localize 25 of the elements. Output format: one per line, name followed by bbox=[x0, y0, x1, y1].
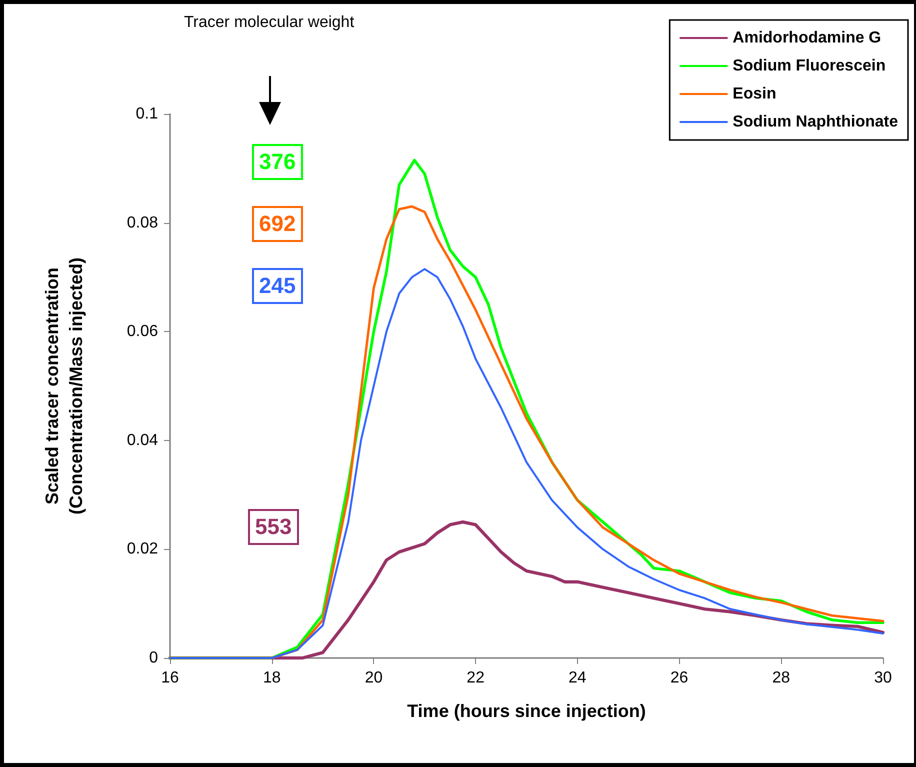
x-tick-label: 20 bbox=[364, 670, 383, 686]
y-tick-label: 0.02 bbox=[126, 540, 158, 558]
x-tick-label: 28 bbox=[772, 670, 790, 686]
legend-label: Amidorhodamine G bbox=[732, 30, 882, 46]
x-tick-label: 16 bbox=[161, 670, 179, 686]
annotation: 553 bbox=[248, 509, 299, 545]
annotation: 376 bbox=[252, 144, 303, 180]
legend-label: Sodium Fluorescein bbox=[732, 58, 886, 74]
legend-label: Sodium Naphthionate bbox=[732, 114, 898, 130]
x-tick-label: 30 bbox=[874, 670, 892, 686]
y-tick-label: 0.08 bbox=[126, 214, 158, 232]
y-tick-label: 0.1 bbox=[136, 106, 158, 122]
text: Tracer molecular weight bbox=[184, 14, 354, 32]
y-tick-label: 0.04 bbox=[126, 432, 158, 449]
x-tick-label: 26 bbox=[670, 670, 688, 686]
y-axis-title: Scaled tracer concentration (Concentration/Mass injected) bbox=[42, 257, 86, 515]
legend-label: Eosin bbox=[732, 86, 776, 102]
x-tick-label: 24 bbox=[568, 670, 586, 686]
x-tick-label: 18 bbox=[262, 670, 281, 686]
annotation: 692 bbox=[252, 206, 303, 242]
x-axis-title: Time (hours since injection) bbox=[407, 701, 646, 721]
annotation: 245 bbox=[252, 268, 303, 304]
y-tick-label: 0 bbox=[149, 650, 158, 666]
y-tick-label: 0.06 bbox=[126, 323, 158, 340]
x-tick-label: 22 bbox=[466, 670, 485, 686]
